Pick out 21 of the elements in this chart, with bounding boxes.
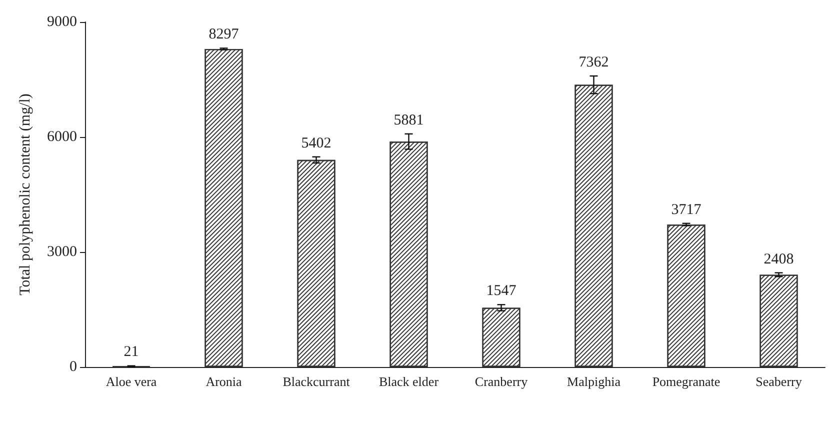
x-tick-label: Black elder xyxy=(378,374,440,389)
x-tick-label: Aloe vera xyxy=(106,374,157,389)
data-label: 5402 xyxy=(301,135,332,152)
y-tick-label: 9000 xyxy=(47,14,77,30)
y-tick-label: 3000 xyxy=(47,244,77,260)
x-tick-label: Malpighia xyxy=(567,374,621,389)
x-tick-label: Seaberry xyxy=(756,374,802,389)
data-label: 21 xyxy=(124,344,139,360)
y-tick-label: 6000 xyxy=(47,129,77,145)
data-label: 7362 xyxy=(578,54,609,70)
x-tick-label: Blackcurrant xyxy=(282,374,350,389)
data-label: 8297 xyxy=(208,26,240,43)
x-tick-label: Pomegranate xyxy=(652,374,720,389)
data-label: 5881 xyxy=(394,112,424,128)
data-label: 1547 xyxy=(486,283,517,300)
data-label: 2408 xyxy=(764,251,794,268)
data-label: 3717 xyxy=(671,202,702,218)
x-tick-label: Aronia xyxy=(206,374,242,389)
y-axis-title: Total polyphenolic content (mg/l) xyxy=(18,94,34,296)
x-tick-label: Cranberry xyxy=(474,374,528,389)
y-tick-label: 0 xyxy=(70,359,77,375)
